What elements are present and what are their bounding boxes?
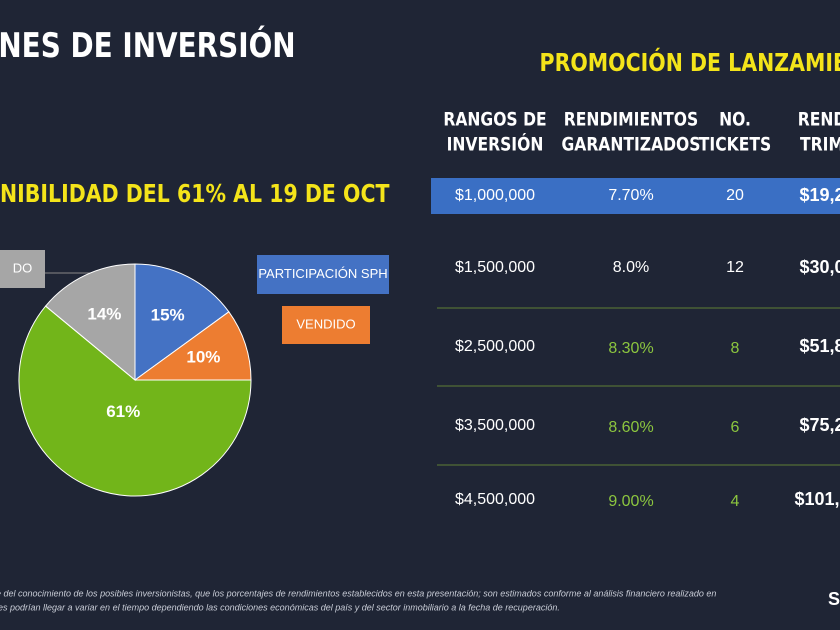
table-cell: 7.70% [608,187,653,204]
slice-label: 15% [151,305,185,324]
slice-label: 14% [87,304,121,323]
table-cell: $3,500,000 [455,417,535,434]
subtitle: NIBILIDAD DEL 61% AL 19 DE OCT [0,180,390,208]
table-cell: $101,2 [794,489,840,509]
table-header: NO. [719,109,751,131]
legend-box [257,255,389,294]
pie-slice [18,305,252,497]
table-cell: 8.0% [613,259,649,276]
table-header: TRIM [800,134,840,156]
highlight-row [431,178,840,214]
table-cell: $1,500,000 [455,259,535,276]
pie-slice [44,263,136,382]
table-header: INVERSIÓN [447,132,544,156]
table-cell: 8.30% [608,340,653,357]
table-cell: 8.60% [608,419,653,436]
footer-note: e del conocimiento de los posibles inver… [0,588,716,598]
table-cell: 8 [731,340,740,357]
table-header: TICKETS [699,134,771,156]
pie-slice [133,311,252,381]
table-cell: $19,2 [799,185,840,205]
table-header: REND [798,109,840,131]
table-cell: $75,2 [799,415,840,435]
table-cell: $30,0 [799,257,840,277]
legend-box [0,250,45,288]
legend-box [282,306,370,344]
slice-label: 61% [106,402,140,421]
slide-title: NES DE INVERSIÓN [0,23,296,66]
table-cell: $51,8 [799,336,840,356]
legend-label: VENDIDO [296,316,355,331]
footer-note: jes podrían llegar a variar en el tiempo… [0,602,560,612]
legend-label: DO [13,260,33,275]
table-header: RANGOS DE [443,109,546,131]
table-header: RENDIMIENTOS [564,109,698,131]
legend-label: PARTICIPACIÓN SPH [258,266,387,281]
table-header: GARANTIZADOS [561,134,700,156]
table-cell: $4,500,000 [455,491,535,508]
table-cell: 20 [726,187,744,204]
table-cell: 6 [731,419,740,436]
table-cell: $2,500,000 [455,338,535,355]
logo: S [828,589,840,609]
promo-title: PROMOCIÓN DE LANZAMIENTO [540,47,840,78]
table-cell: 9.00% [608,493,653,510]
table-cell: $1,000,000 [455,187,535,204]
slice-label: 10% [186,347,220,366]
table-cell: 12 [726,259,744,276]
table-cell: 4 [731,493,740,510]
pie-slice [134,263,230,381]
